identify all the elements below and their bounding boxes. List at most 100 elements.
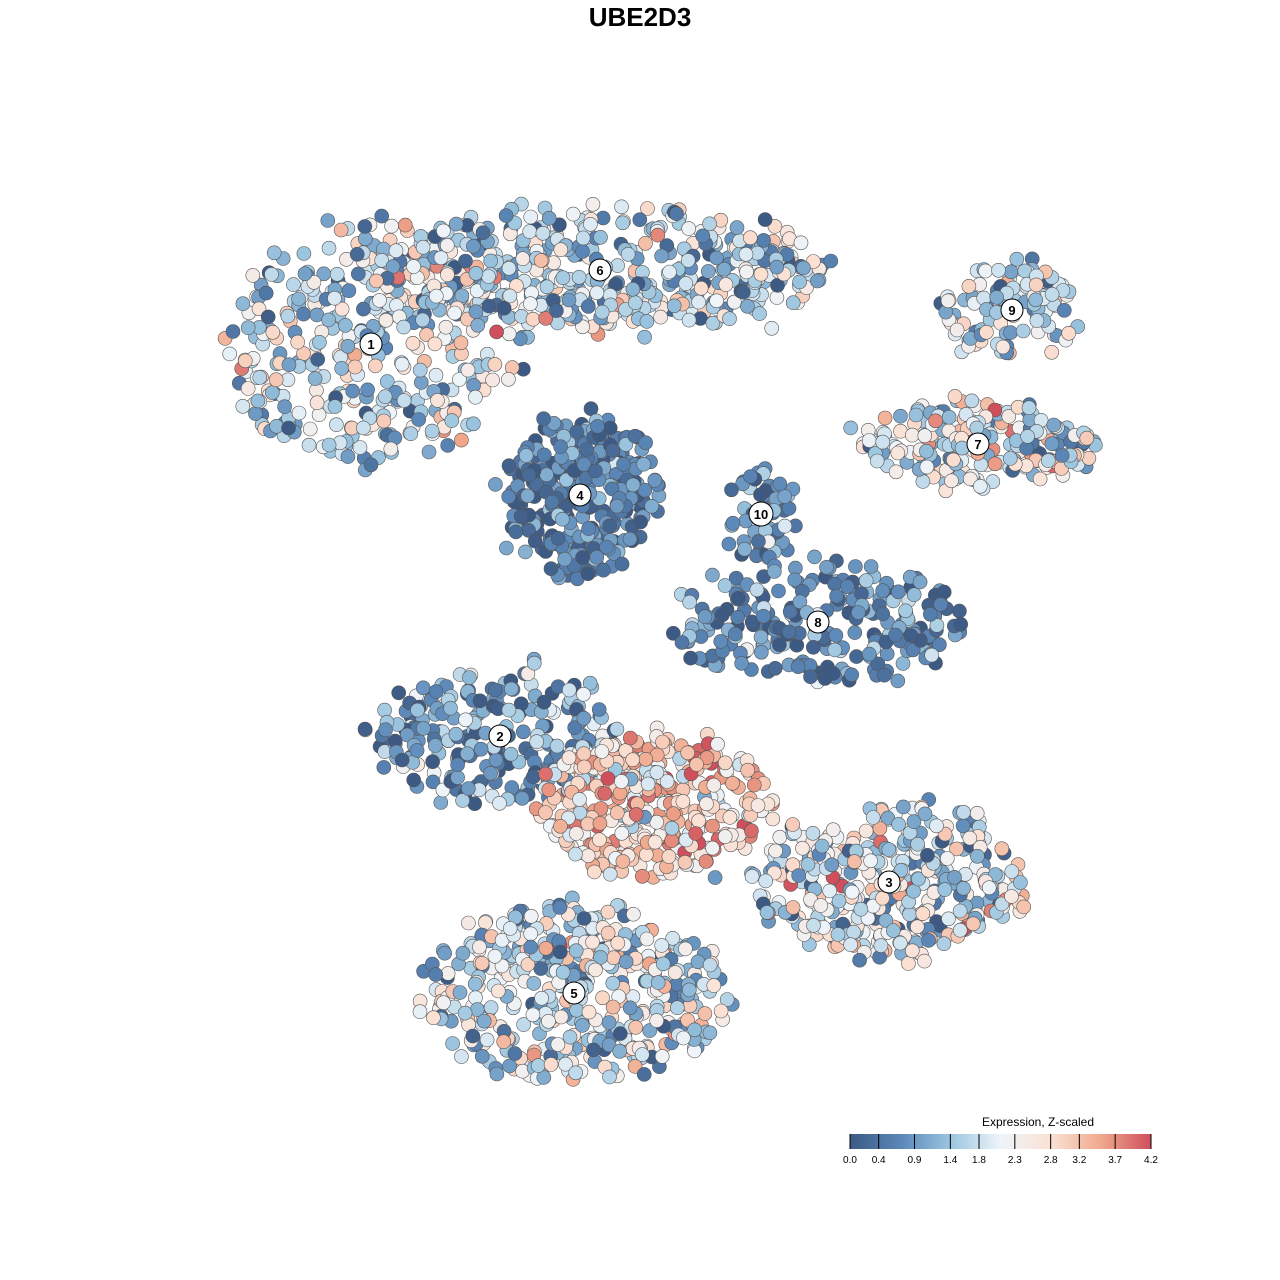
scatter-point	[1044, 286, 1060, 302]
scatter-point	[538, 766, 553, 782]
scatter-point	[727, 626, 743, 642]
scatter-point	[600, 771, 616, 786]
scatter-point	[654, 938, 670, 953]
scatter-point	[756, 608, 771, 624]
scatter-point	[530, 1058, 546, 1073]
scatter-point	[327, 399, 343, 414]
colorbar-tick-label: 1.4	[943, 1155, 957, 1166]
scatter-point	[502, 1058, 517, 1074]
scatter-point	[749, 582, 765, 598]
scatter-point	[969, 805, 985, 821]
cluster-label-1: 1	[359, 332, 383, 356]
scatter-point	[399, 727, 415, 743]
cluster-label-5: 5	[562, 981, 586, 1005]
colorbar-tick-label: 4.2	[1144, 1155, 1158, 1166]
scatter-point	[553, 818, 568, 834]
scatter-point	[819, 559, 834, 575]
scatter-point	[426, 1010, 441, 1026]
scatter-point	[321, 437, 337, 453]
scatter-point	[991, 262, 1006, 278]
scatter-point	[680, 253, 696, 268]
scatter-point	[895, 656, 911, 671]
scatter-point	[861, 433, 877, 448]
scatter-point	[739, 264, 754, 280]
scatter-point	[523, 296, 538, 312]
scatter-point	[453, 335, 469, 351]
scatter-point	[507, 1046, 523, 1061]
scatter-point	[952, 603, 967, 619]
scatter-point	[636, 1067, 652, 1082]
scatter-point	[312, 334, 327, 350]
scatter-point	[455, 793, 470, 808]
scatter-point	[487, 682, 503, 698]
scatter-point	[575, 230, 591, 246]
scatter-point	[622, 531, 638, 547]
scatter-point	[425, 754, 440, 770]
scatter-point	[650, 975, 666, 990]
scatter-point	[642, 1023, 658, 1038]
scatter-point	[705, 818, 720, 834]
scatter-point	[805, 639, 821, 655]
scatter-point	[593, 950, 608, 965]
scatter-point	[592, 816, 608, 831]
scatter-point	[768, 843, 783, 859]
scatter-point	[622, 730, 638, 746]
scatter-point	[290, 334, 306, 350]
scatter-point	[994, 841, 1010, 857]
scatter-point	[939, 851, 955, 866]
colorbar-tick-label: 0.0	[843, 1155, 857, 1166]
scatter-point	[498, 208, 514, 223]
scatter-point	[600, 904, 616, 920]
scatter-point	[597, 786, 613, 801]
scatter-point	[941, 409, 957, 425]
scatter-point	[928, 413, 943, 429]
scatter-point	[474, 1049, 490, 1064]
scatter-point	[1004, 864, 1020, 879]
scatter-point	[681, 312, 697, 328]
scatter-point	[1004, 889, 1019, 904]
scatter-point	[301, 437, 317, 453]
scatter-point	[602, 518, 617, 534]
scatter-point	[462, 670, 477, 685]
scatter-point	[450, 770, 465, 785]
scatter-point	[538, 805, 553, 820]
scatter-point	[1046, 417, 1062, 433]
scatter-point	[665, 930, 681, 946]
scatter-point	[538, 940, 554, 956]
scatter-point	[391, 685, 407, 701]
scatter-point	[601, 1015, 617, 1030]
scatter-point	[535, 226, 551, 241]
scatter-point	[710, 736, 725, 752]
scatter-point	[699, 796, 714, 812]
scatter-point	[682, 594, 697, 610]
cluster-label-7: 7	[966, 432, 990, 456]
colorbar-tick-label: 3.7	[1108, 1155, 1122, 1166]
scatter-point	[427, 738, 443, 753]
scatter-point	[397, 217, 413, 233]
scatter-point	[661, 849, 677, 864]
scatter-point	[697, 1006, 713, 1021]
scatter-point	[933, 597, 949, 612]
scatter-point	[632, 212, 648, 227]
scatter-point	[666, 806, 681, 822]
scatter-point	[309, 395, 325, 411]
scatter-point	[688, 826, 704, 841]
scatter-point	[302, 421, 318, 437]
scatter-point	[777, 489, 793, 504]
scatter-point	[911, 871, 926, 887]
scatter-point	[415, 239, 431, 255]
scatter-point	[248, 406, 263, 421]
scatter-point	[552, 900, 568, 915]
scatter-point	[481, 269, 496, 284]
scatter-point	[803, 669, 818, 685]
scatter-point	[681, 982, 697, 998]
scatter-point	[726, 294, 742, 310]
scatter-point	[452, 985, 468, 1000]
scatter-point	[443, 700, 458, 716]
scatter-point	[697, 609, 713, 625]
scatter-point	[388, 243, 404, 258]
scatter-point	[865, 810, 881, 825]
scatter-point	[666, 298, 682, 314]
scatter-point	[508, 524, 524, 540]
scatter-point	[478, 915, 493, 930]
